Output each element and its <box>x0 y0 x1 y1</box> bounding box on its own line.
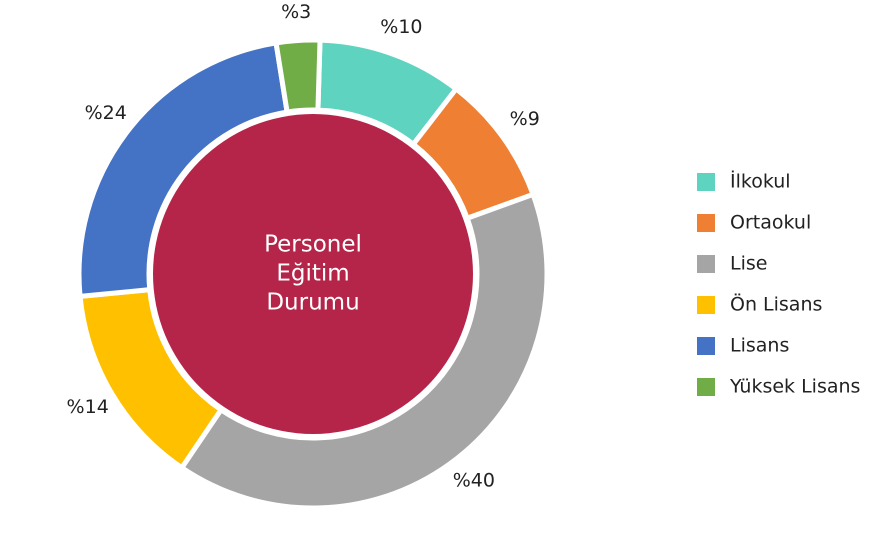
legend-swatch <box>697 173 715 191</box>
legend-swatch <box>697 255 715 273</box>
donut-segment <box>273 37 323 115</box>
legend-label: İlkokul <box>730 170 791 193</box>
value-label: %10 <box>380 16 422 38</box>
legend-swatch <box>697 337 715 355</box>
value-label: %24 <box>85 102 127 124</box>
center-circle <box>153 114 473 434</box>
center-label: Personel <box>264 232 362 258</box>
legend-swatch <box>697 214 715 232</box>
legend-label: Lisans <box>730 335 789 357</box>
legend-label: Yüksek Lisans <box>729 376 860 398</box>
legend-label: Lise <box>730 253 767 275</box>
value-label: %9 <box>510 108 540 130</box>
value-label: %14 <box>67 396 109 418</box>
center-label: Eğitim <box>276 261 349 287</box>
value-label: %3 <box>281 1 311 23</box>
legend-swatch <box>697 296 715 314</box>
legend-label: Ortaokul <box>730 212 811 234</box>
legend-swatch <box>697 378 715 396</box>
center-label: Durumu <box>266 290 359 316</box>
legend-label: Ön Lisans <box>730 293 822 316</box>
donut-segment <box>178 191 550 511</box>
value-label: %40 <box>453 469 495 491</box>
